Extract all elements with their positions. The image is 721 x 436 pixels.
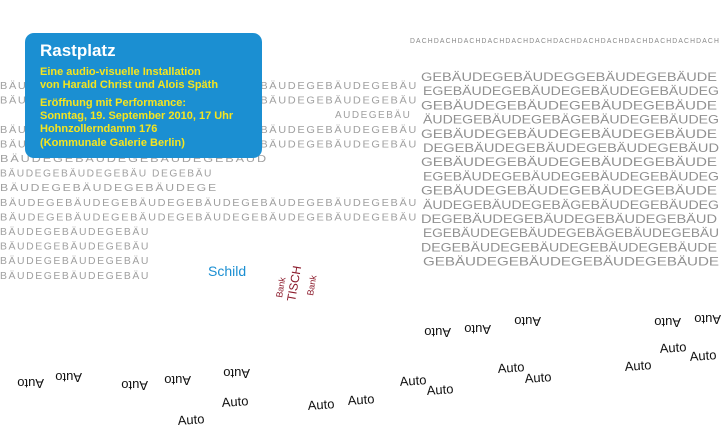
building-line: BÄUDEGEBÄUDEGEBÄU DEGEBÄU (0, 168, 213, 180)
bench: Bank (305, 274, 318, 296)
car: Auto (659, 339, 687, 356)
car: Auto (223, 366, 250, 381)
car: Auto (177, 411, 205, 428)
car: Auto (221, 393, 249, 410)
car: Auto (164, 373, 191, 388)
building-line: DEGEBÄUDEGEBÄUDEGEBÄUDEGEBÄUDE (421, 240, 717, 254)
building-line: EGEBÄUDEGEBÄUDEGEBÄGEBÄUDEGEBÄU (423, 226, 719, 240)
info-line: Eine audio-visuelle Installation (40, 66, 201, 78)
info-box (25, 33, 262, 158)
info-line: (Kommunale Galerie Berlin) (40, 137, 185, 149)
building-line: BÄUDEGEBÄUDEGEBÄU (0, 226, 150, 238)
roof: DACHDACHDACHDACHDACHDACHDACHDACHDACHDACH… (410, 38, 720, 45)
building-line: ÄUDEGEBÄUDEGEBÄGEBÄUDEGEBÄUDEG (423, 198, 719, 212)
info-line: Sonntag, 19. September 2010, 17 Uhr (40, 110, 234, 122)
car: Auto (689, 347, 717, 364)
car: Auto (399, 372, 427, 389)
info-line: von Harald Christ und Alois Späth (40, 79, 218, 91)
buildings: DACHDACHDACHDACHDACHDACHDACHDACHDACHDACH… (0, 38, 720, 282)
building-line: BÄUDEGEBÄUDEGEBÄUDEGEBÄUDEGEBÄUDEGEBÄUDE… (0, 211, 418, 223)
building-line: BÄUDEGEBÄUDEGEBÄU (0, 270, 150, 282)
car: Auto (55, 370, 82, 385)
car: Auto (624, 357, 652, 374)
building-line: BÄUDEGEBÄUDEGEBÄUDEGE (0, 182, 218, 194)
car: Auto (424, 325, 451, 340)
building-line: DEGEBÄUDEGEBÄUDEGEBÄUDEGEBÄUD (421, 212, 717, 226)
info-line: Eröffnung mit Performance: (40, 97, 186, 109)
building-line: EGEBÄUDEGEBÄUDEGEBÄUDEGEBÄUDEG (423, 169, 719, 183)
info-line: Hohnzollerndamm 176 (40, 123, 157, 135)
building-line: BÄUDEGEBÄUDEGEBÄUDEGEBÄUDEGEBÄUDEGEBÄUDE… (0, 197, 418, 209)
building-line: AUDEGEBÄU (335, 109, 411, 121)
building-line: BÄUDEGEBÄUDEGEBÄU (0, 255, 150, 267)
car: Auto (307, 396, 335, 413)
building-line: GEBÄUDEGEBÄUDEGEBÄUDEGEBÄUDE (421, 127, 717, 141)
car: Auto (524, 369, 552, 386)
table: TISCH (284, 265, 304, 303)
building-line: EGEBÄUDEGEBÄUDEGEBÄUDEGEBÄUDEG (423, 84, 719, 98)
building-line: GEBÄUDEGEBÄUDEGEBÄUDEGEBÄUDE (421, 184, 717, 198)
car: Auto (121, 378, 148, 393)
building-line: GEBÄUDEGEBÄUDEGGEBÄUDEGEBÄUDE (421, 70, 717, 84)
building-line: GEBÄUDEGEBÄUDEGEBÄUDEGEBÄUDE (421, 98, 717, 112)
car: Auto (497, 359, 525, 376)
car: Auto (694, 312, 721, 327)
car: Auto (347, 391, 375, 408)
building-line: GEBÄUDEGEBÄUDEGEBÄUDEGEBÄUDE (423, 255, 719, 269)
car: Auto (426, 381, 454, 398)
info-title: Rastplatz (40, 41, 116, 60)
car: Auto (17, 376, 44, 391)
bench: Bank (274, 276, 287, 298)
building-line: BÄUDEGEBÄUDEGEBÄU (0, 241, 150, 253)
car: Auto (464, 322, 491, 337)
building-line: DEGEBÄUDEGEBÄUDEGEBÄUDEGEBÄUD (423, 141, 719, 155)
car: Auto (654, 315, 681, 330)
building-line: ÄUDEGEBÄUDEGEBÄGEBÄUDEGEBÄUDEG (423, 113, 719, 127)
car: Auto (514, 314, 541, 329)
sign: Schild (208, 263, 246, 279)
building-line: GEBÄUDEGEBÄUDEGEBÄUDEGEBÄUDE (421, 155, 717, 169)
